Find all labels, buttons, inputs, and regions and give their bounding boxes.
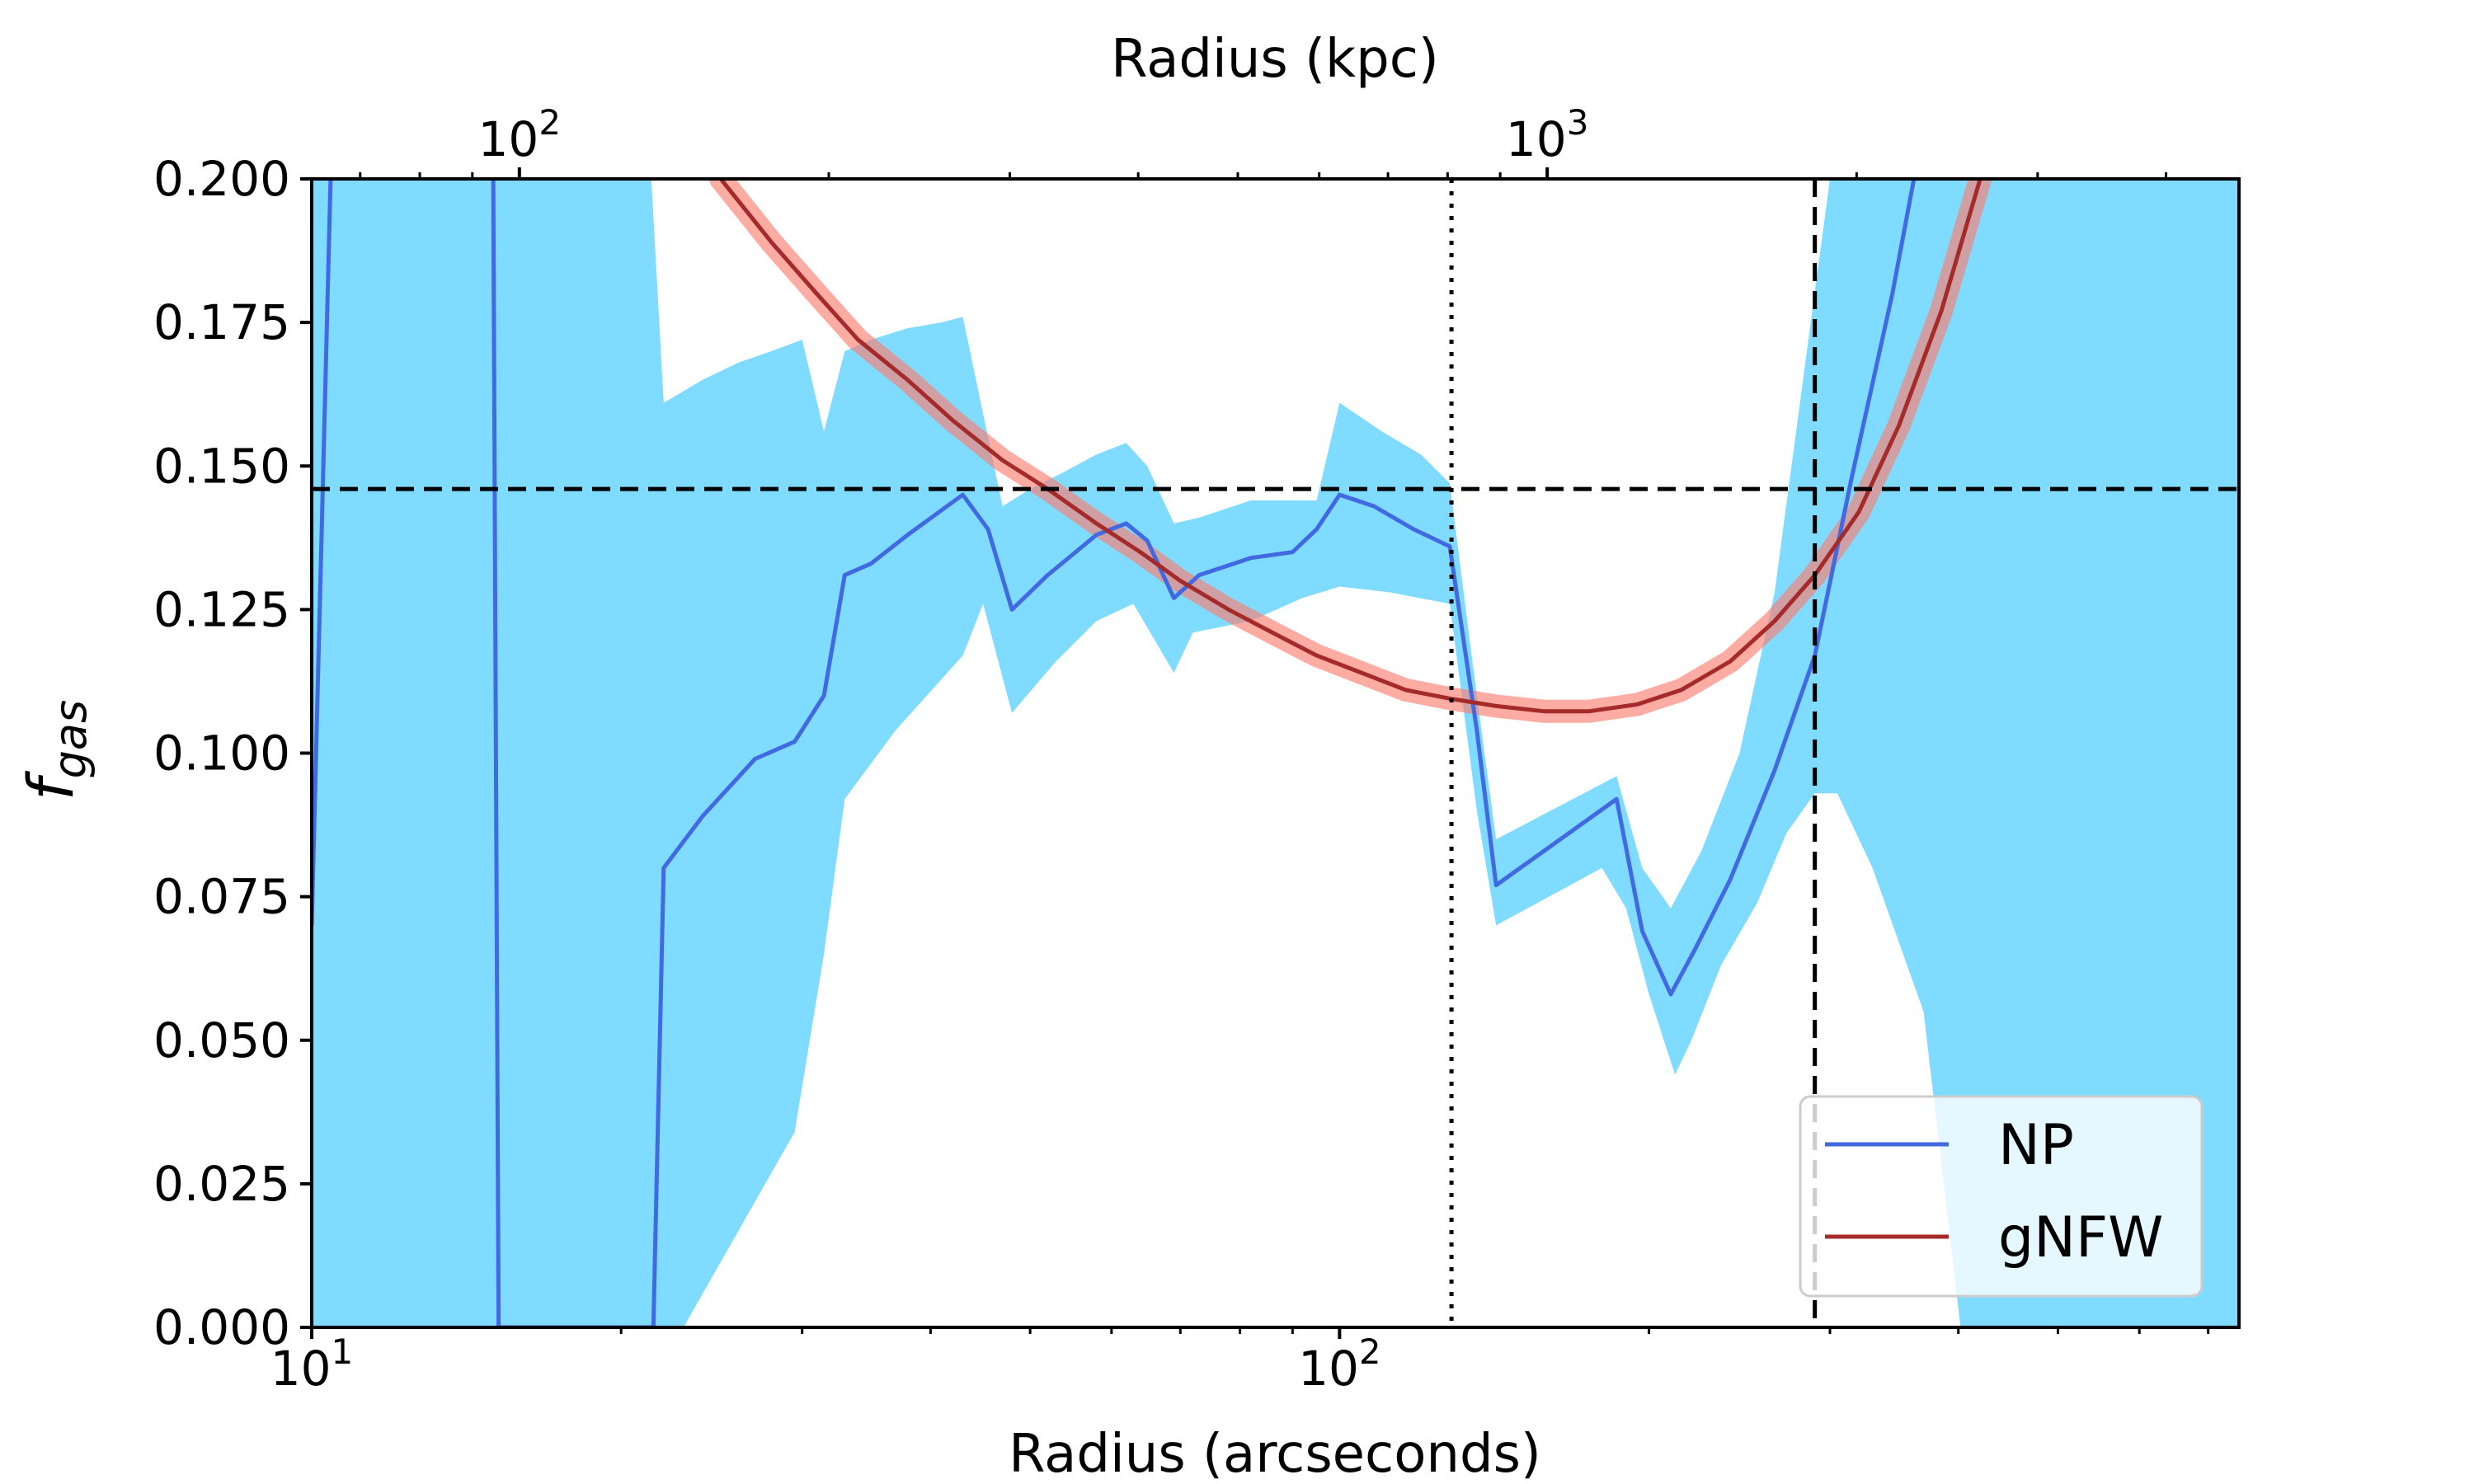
- np-error-band: [312, 179, 2239, 1327]
- legend: NP gNFW: [1799, 1095, 2204, 1298]
- legend-gnfw-label: gNFW: [1998, 1205, 2163, 1270]
- y-tick-label: 0.175: [153, 294, 290, 350]
- x2-axis-label: Radius (kpc): [1111, 29, 1439, 90]
- np-series-line: [312, 179, 1917, 1327]
- x-tick-label: 101: [270, 1331, 354, 1397]
- y-axis-label: fgas: [14, 700, 96, 801]
- x-tick-label: 102: [1298, 1331, 1381, 1397]
- plot-frame: [310, 177, 2241, 1329]
- x2-tick-label: 103: [1506, 102, 1589, 167]
- y-tick-label: 0.000: [153, 1299, 290, 1355]
- legend-np-label: NP: [1998, 1113, 2074, 1178]
- y-tick-label: 0.025: [153, 1156, 290, 1212]
- x2-tick-label: 102: [478, 102, 562, 167]
- y-axis-label-subscript: gas: [45, 700, 96, 779]
- y-tick-label: 0.050: [153, 1012, 290, 1068]
- y-tick-label: 0.100: [153, 726, 290, 782]
- x-axis-label: Radius (arcseconds): [1009, 1424, 1541, 1484]
- gnfw-series-line: [719, 179, 1982, 714]
- y-tick-label: 0.125: [153, 581, 290, 637]
- y-tick-label: 0.075: [153, 869, 290, 925]
- y-tick-label: 0.150: [153, 438, 290, 494]
- y-tick-label: 0.200: [153, 151, 290, 207]
